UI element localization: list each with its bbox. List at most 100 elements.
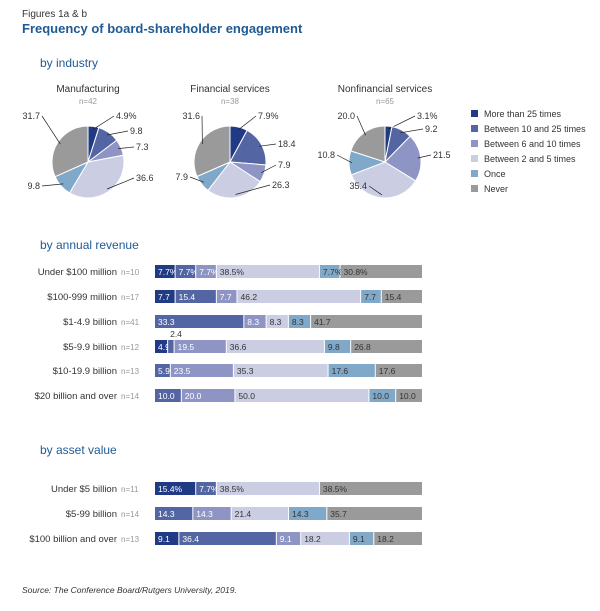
- pie-leader-nonfinancial-services-3: [368, 185, 383, 196]
- pie-label-manufacturing-5: 31.7: [22, 111, 40, 121]
- revenue-bar-0-2: [196, 265, 216, 278]
- revenue-row-n-1: n=17: [121, 293, 140, 302]
- revenue-row-label-5: $20 billion and over: [35, 391, 117, 402]
- revenue-bar-3-0: [155, 340, 168, 353]
- revenue-bar-label-1-0: 7.7: [158, 292, 170, 302]
- pie-n-financial-services: n=38: [221, 97, 240, 106]
- revenue-bar-4-1: [155, 364, 170, 377]
- pie-leader-manufacturing-4: [41, 183, 64, 187]
- asset-bar-label-0-1: 7.7%: [199, 484, 219, 494]
- legend-label-1: Between 10 and 25 times: [484, 124, 586, 134]
- revenue-bar-label-5-2: 20.0: [185, 391, 202, 401]
- legend-label-0: More than 25 times: [484, 109, 562, 119]
- pie-label-financial-services-0: 7.9%: [258, 111, 279, 121]
- pie-slice-financial-services-1: [229, 129, 267, 166]
- pie-leader-manufacturing-2: [118, 146, 135, 149]
- revenue-bar-5-4: [369, 389, 396, 402]
- revenue-bar-4-2: [170, 364, 233, 377]
- revenue-bar-label-3-5: 26.8: [354, 342, 371, 352]
- asset-row-n-0: n=11: [121, 485, 139, 494]
- revenue-bar-3-4: [324, 340, 351, 353]
- pie-leader-financial-services-1: [258, 143, 277, 147]
- revenue-bar-0-5: [340, 265, 422, 278]
- asset-bar-1-1: [155, 507, 193, 520]
- pie-label-manufacturing-2: 7.3: [136, 142, 149, 152]
- asset-bar-1-4: [289, 507, 327, 520]
- asset-bar-2-2: [276, 532, 301, 545]
- revenue-bar-label-1-4: 7.7: [364, 292, 376, 302]
- revenue-bar-label-1-3: 46.2: [241, 292, 258, 302]
- pie-leader-manufacturing-0: [92, 115, 115, 130]
- pie-label-nonfinancial-services-0: 3.1%: [417, 111, 438, 121]
- source-note: Source: The Conference Board/Rutgers Uni…: [22, 585, 237, 595]
- revenue-bar-0-4: [319, 265, 340, 278]
- asset-bar-label-2-0: 9.1: [158, 534, 170, 544]
- pie-slice-manufacturing-5: [51, 125, 89, 178]
- revenue-bar-label-0-2: 7.7%: [199, 267, 219, 277]
- revenue-bar-label-5-1: 10.0: [158, 391, 175, 401]
- pie-label-financial-services-2: 7.9: [278, 160, 291, 170]
- pie-n-manufacturing: n=42: [79, 97, 98, 106]
- revenue-bar-label-4-4: 17.6: [332, 366, 349, 376]
- revenue-row-label-2: $1-4.9 billion: [63, 317, 117, 328]
- revenue-row-n-4: n=13: [121, 367, 140, 376]
- asset-bar-label-1-2: 14.3: [196, 509, 213, 519]
- legend-label-4: Once: [484, 169, 506, 179]
- revenue-bar-5-3: [235, 389, 369, 402]
- revenue-bar-label-0-3: 38.5%: [220, 267, 245, 277]
- asset-bar-label-1-5: 35.7: [330, 509, 347, 519]
- revenue-bar-3-2: [174, 340, 226, 353]
- revenue-bar-4-3: [233, 364, 328, 377]
- legend-label-2: Between 6 and 10 times: [484, 139, 581, 149]
- pie-label-financial-services-4: 7.9: [175, 172, 188, 182]
- asset-bar-2-0: [155, 532, 179, 545]
- asset-bar-label-1-3: 21.4: [235, 509, 252, 519]
- pie-leader-nonfinancial-services-2: [417, 154, 432, 159]
- revenue-bar-4-4: [328, 364, 375, 377]
- revenue-bar-label-5-3: 50.0: [238, 391, 255, 401]
- pie-label-manufacturing-1: 9.8: [130, 126, 143, 136]
- revenue-bar-label-3-0: 4.9: [158, 342, 170, 352]
- revenue-bar-label-3-2: 19.5: [178, 342, 195, 352]
- pie-label-manufacturing-0: 4.9%: [116, 111, 137, 121]
- revenue-bar-3-5: [351, 340, 422, 353]
- pie-title-financial-services: Financial services: [190, 84, 269, 95]
- asset-row-label-2: $100 billion and over: [29, 534, 117, 545]
- revenue-bar-5-5: [396, 389, 422, 402]
- asset-bar-2-1: [179, 532, 276, 545]
- legend-swatch-1: [471, 125, 478, 132]
- revenue-bar-1-3: [237, 290, 361, 303]
- revenue-bar-4-5: [375, 364, 422, 377]
- pie-title-nonfinancial-services: Nonfinancial services: [338, 84, 433, 95]
- asset-bar-label-1-4: 14.3: [292, 509, 309, 519]
- asset-bar-label-2-3: 18.2: [304, 534, 321, 544]
- pie-leader-manufacturing-5: [41, 115, 61, 145]
- asset-row-n-2: n=13: [121, 535, 140, 544]
- revenue-bar-label-4-1: 5.9: [158, 366, 170, 376]
- asset-bar-0-0: [155, 482, 196, 495]
- asset-bar-label-0-0: 15.4%: [158, 484, 183, 494]
- pie-leader-financial-services-2: [261, 164, 277, 174]
- pie-leader-financial-services-3: [235, 184, 271, 195]
- pie-label-financial-services-5: 31.6: [182, 111, 200, 121]
- revenue-bar-label-3-3: 36.6: [230, 342, 247, 352]
- revenue-bar-2-4: [288, 315, 311, 328]
- revenue-bar-0-3: [216, 265, 319, 278]
- revenue-bar-2-1: [155, 315, 244, 328]
- pie-slice-nonfinancial-services-5: [350, 125, 386, 163]
- asset-row-label-0: Under $5 billion: [51, 484, 117, 495]
- revenue-bar-label-4-5: 17.6: [379, 366, 396, 376]
- revenue-bar-0-0: [155, 265, 175, 278]
- revenue-bar-2-5: [311, 315, 422, 328]
- revenue-bar-label-1-1: 15.4: [179, 292, 196, 302]
- revenue-bar-label-2-5: 41.7: [314, 317, 331, 327]
- pie-label-nonfinancial-services-2: 21.5: [433, 150, 451, 160]
- revenue-bar-label-0-1: 7.7%: [179, 267, 199, 277]
- asset-row-label-1: $5-99 billion: [66, 509, 117, 520]
- pie-label-nonfinancial-services-1: 9.2: [425, 124, 438, 134]
- section-title-revenue: by annual revenue: [40, 238, 139, 252]
- pie-label-nonfinancial-services-5: 20.0: [337, 111, 355, 121]
- asset-bar-label-1-1: 14.3: [158, 509, 175, 519]
- revenue-bar-1-1: [175, 290, 216, 303]
- revenue-bar-2-3: [266, 315, 288, 328]
